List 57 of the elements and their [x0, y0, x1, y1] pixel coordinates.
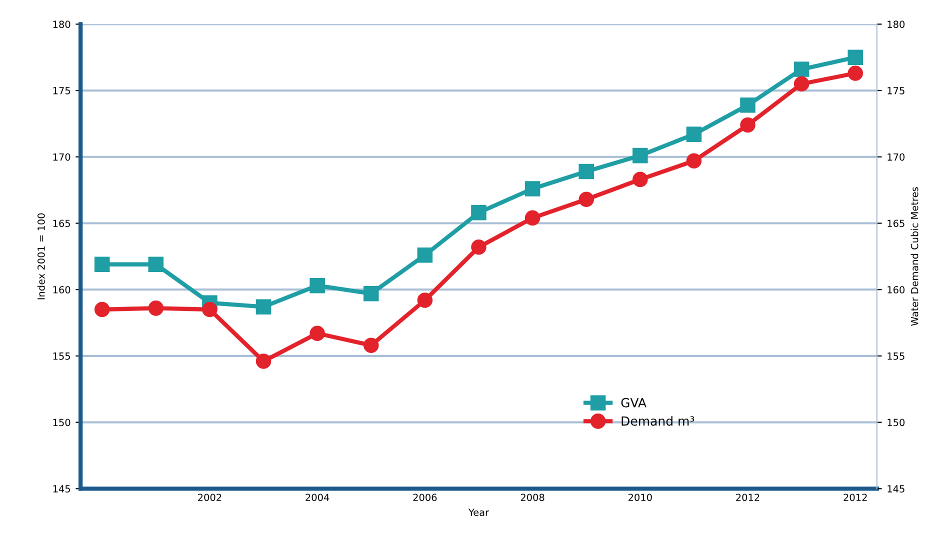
x-tick-label: 2008	[520, 494, 544, 502]
y-tick-label: 170	[53, 153, 70, 161]
point	[686, 126, 702, 142]
point	[740, 117, 756, 133]
point	[578, 192, 594, 207]
point	[94, 302, 110, 318]
y-tick-label: 180	[53, 20, 70, 28]
point	[148, 256, 164, 272]
point	[256, 299, 272, 314]
y-tick-label: 175	[53, 87, 70, 94]
y2-axis-title: Water Demand Cubic Metres	[910, 187, 918, 326]
point	[848, 66, 864, 81]
y2-tick-label: 160	[888, 286, 905, 294]
x-tick-label: 2002	[198, 494, 222, 502]
point	[471, 204, 486, 220]
point	[794, 62, 810, 77]
point	[524, 210, 540, 226]
y2-tick-label: 170	[888, 153, 905, 161]
point	[794, 76, 810, 92]
y2-tick-label: 165	[888, 220, 904, 228]
y2-tick-label: 155	[888, 352, 904, 360]
point	[471, 239, 486, 255]
point	[740, 97, 756, 113]
y-tick-label: 145	[53, 485, 70, 492]
point	[632, 148, 648, 164]
x-tick-label: 2012	[736, 494, 760, 502]
point	[363, 286, 379, 302]
point	[578, 164, 594, 180]
point	[363, 338, 379, 353]
point	[310, 278, 325, 294]
point	[417, 247, 433, 263]
legend-label: GVA	[621, 398, 646, 408]
point	[202, 302, 218, 318]
point	[848, 50, 864, 65]
point	[148, 300, 164, 316]
point	[632, 172, 648, 188]
x-axis-title: Year	[468, 508, 490, 516]
point	[686, 153, 702, 168]
y-tick-label: 150	[53, 418, 70, 426]
y-tick-label: 165	[53, 220, 70, 228]
x-tick-label: 2004	[306, 494, 330, 502]
y2-tick-label: 175	[888, 87, 904, 94]
x-tick-label: 2012	[844, 494, 867, 502]
x-tick-label: 2006	[413, 494, 437, 502]
x-tick-label: 2010	[628, 494, 652, 502]
y-tick-label: 155	[53, 352, 70, 360]
point	[310, 326, 325, 342]
y2-tick-label: 150	[888, 418, 905, 426]
point	[417, 292, 433, 308]
legend-label: Demand m³	[622, 416, 694, 426]
y2-tick-label: 180	[888, 20, 905, 28]
y-tick-label: 160	[53, 286, 70, 294]
y2-tick-label: 145	[888, 485, 904, 492]
point	[524, 181, 540, 196]
point	[256, 354, 272, 369]
y-axis-title: Index 2001 = 100	[37, 213, 45, 300]
point	[94, 256, 110, 272]
